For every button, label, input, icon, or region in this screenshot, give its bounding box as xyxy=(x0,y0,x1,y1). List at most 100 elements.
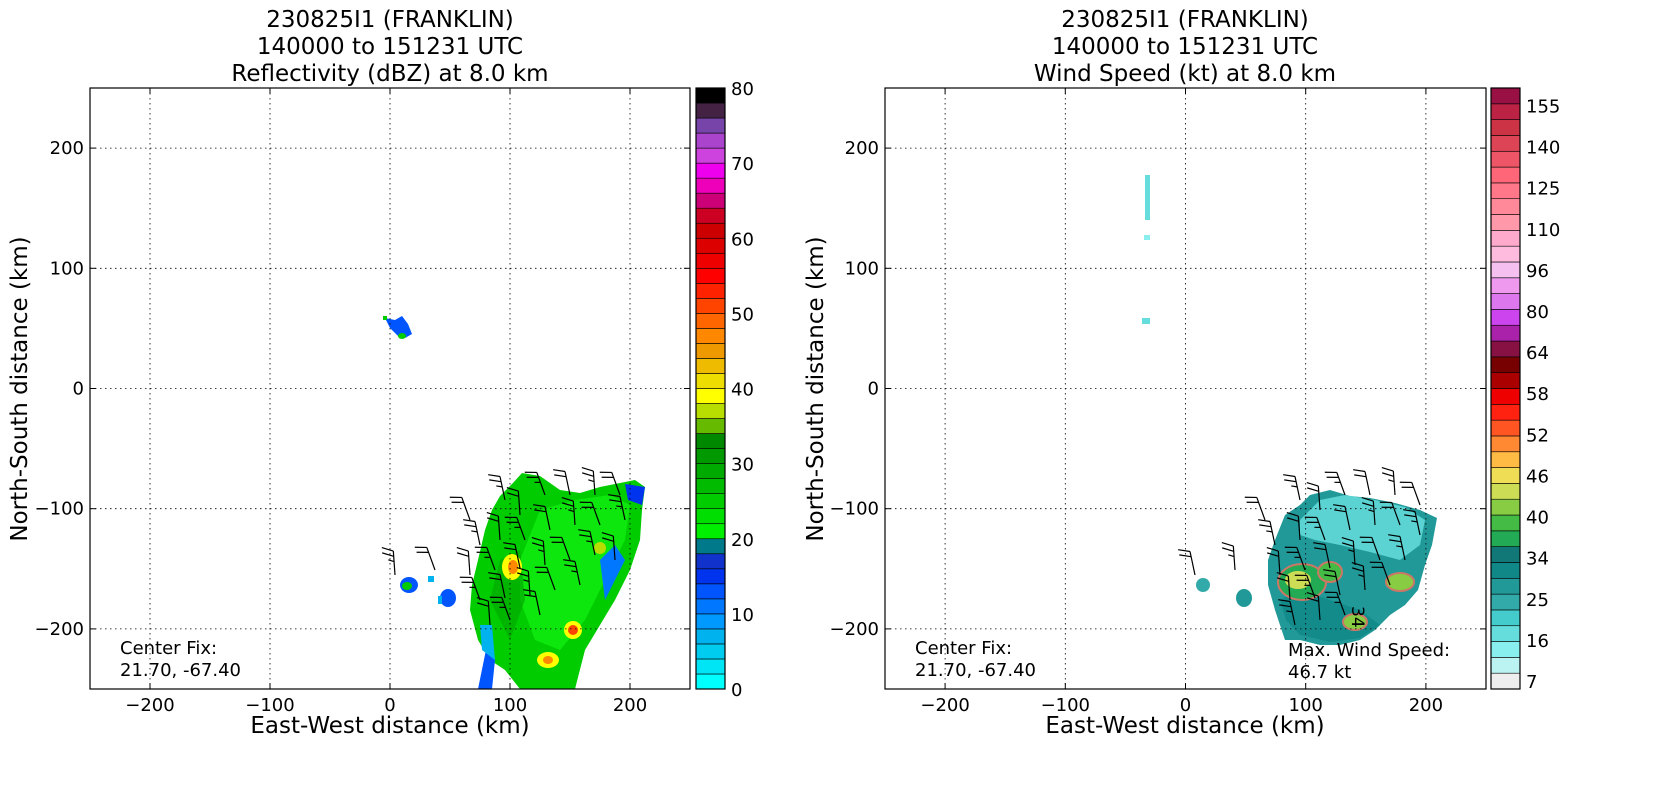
wind-barb-group xyxy=(381,467,626,626)
wind-barb-flag xyxy=(477,602,489,607)
wind-barb-staff xyxy=(1317,486,1321,511)
axis-ticks: −200 −100 0 100 200 −200 −100 0 100 200 xyxy=(35,88,690,716)
wind-barb-staff xyxy=(1296,547,1306,571)
wind-barb-flag xyxy=(532,542,544,547)
wind-barb-staff xyxy=(561,537,571,561)
grid-lines xyxy=(90,88,690,689)
y-tick-label: 200 xyxy=(50,138,84,159)
colorbar-segment xyxy=(695,493,726,509)
x-tick-label: 0 xyxy=(384,695,395,716)
colorbar-frame xyxy=(1490,87,1521,690)
wind-barb-flag xyxy=(1179,554,1192,558)
wind-barb-staff xyxy=(542,541,546,566)
y-tick-label: −200 xyxy=(830,619,879,640)
colorbar-frame xyxy=(695,87,726,690)
colorbar-tick-label: 110 xyxy=(1526,220,1560,241)
colorbar-segment xyxy=(1490,372,1521,389)
echo-core xyxy=(508,560,518,574)
colorbar-segment xyxy=(1490,419,1521,437)
wind-barb-flag xyxy=(616,505,623,508)
colorbar-segment xyxy=(1490,324,1521,342)
wind-barb-flag xyxy=(1404,514,1417,518)
wind-barb-staff xyxy=(544,506,551,531)
wind-barb-staff xyxy=(499,476,506,501)
wind-barb-flag xyxy=(579,534,592,538)
wind-barb-flag xyxy=(1348,549,1355,553)
panel-title-line-2: 140000 to 151231 UTC xyxy=(1052,34,1318,60)
colorbar-segment xyxy=(695,283,726,299)
wind-barb-flag xyxy=(471,530,478,533)
colorbar-tick-label: 50 xyxy=(731,304,754,325)
small-echo-north xyxy=(385,316,412,338)
y-tick-label: 100 xyxy=(50,258,84,279)
y-tick-label: −200 xyxy=(35,619,84,640)
wind-barb-staff xyxy=(574,561,581,586)
colorbar-segment xyxy=(1490,530,1521,547)
x-axis-label: East-West distance (km) xyxy=(1045,713,1324,739)
small-echo-mid xyxy=(440,589,456,607)
colorbar-segment xyxy=(1490,593,1521,611)
wind-barb-flag xyxy=(1382,472,1394,477)
x-tick-label: 200 xyxy=(613,695,647,716)
wind-barb-flag xyxy=(571,570,578,573)
colorbar-tick-label: 125 xyxy=(1526,179,1560,200)
colorbar-segment xyxy=(1490,214,1521,231)
wind-barb-flag xyxy=(1411,520,1418,523)
wind-speck xyxy=(1142,318,1150,324)
axis-ticks: −200 −100 0 100 200 −200 −100 0 100 200 xyxy=(830,88,1486,716)
wind-barb-flag xyxy=(1388,534,1401,538)
colorbar-tick-label: 40 xyxy=(731,380,754,401)
colorbar-segment xyxy=(1490,435,1521,453)
colorbar-segment xyxy=(695,658,726,675)
wind-barb-staff xyxy=(1344,506,1351,531)
wind-barb-staff xyxy=(619,496,626,521)
small-echo-speck xyxy=(428,576,434,582)
colorbar-segment xyxy=(1490,340,1521,358)
colorbar-tick-label: 80 xyxy=(1526,302,1549,323)
reflectivity-echo-layer xyxy=(381,316,645,689)
colorbar-segment xyxy=(695,162,726,179)
wind-barb-flag xyxy=(1228,554,1235,558)
colorbar-segment xyxy=(695,147,726,164)
wind-barb-flag xyxy=(476,597,489,602)
colorbar-tick-label: 52 xyxy=(1526,425,1549,446)
wind-barb-flag xyxy=(1352,567,1364,572)
wind-barb-staff xyxy=(1336,592,1346,616)
colorbar-segment xyxy=(695,628,726,645)
wind-barb-flag xyxy=(1381,467,1394,472)
wind-barb-flag xyxy=(516,567,529,572)
colorbar-segment xyxy=(695,448,726,464)
colorbar-tick-label: 58 xyxy=(1526,384,1549,405)
wind-barb-staff xyxy=(1392,471,1396,496)
wind-barb-staff xyxy=(471,577,481,601)
x-tick-label: 100 xyxy=(1289,695,1323,716)
wind-barb-staff xyxy=(487,601,491,626)
colorbar-segment xyxy=(1490,498,1521,516)
wind-barb-flag xyxy=(1258,519,1271,523)
wind-barb-flag xyxy=(568,509,575,513)
wind-barb-flag xyxy=(1389,539,1402,543)
wind-maximum-area xyxy=(1342,613,1368,631)
colorbar-segment xyxy=(695,673,726,690)
wind-barb-flag xyxy=(1286,512,1299,517)
echo-blue-edge xyxy=(600,545,625,600)
colorbar-segment xyxy=(1490,356,1521,373)
colorbar-segment xyxy=(1490,309,1521,326)
wind-speck xyxy=(1236,589,1252,607)
wind-barb-staff xyxy=(534,591,541,616)
x-tick-label: −100 xyxy=(1041,695,1090,716)
wind-barb-flag xyxy=(561,497,574,502)
colorbar-segment xyxy=(1490,293,1521,310)
colorbar-segment xyxy=(1490,150,1521,168)
wind-barb-staff xyxy=(1289,601,1296,626)
wind-barb-flag xyxy=(582,472,594,477)
wind-barb-flag xyxy=(1307,487,1319,492)
wind-barb-flag xyxy=(1306,482,1319,487)
x-tick-label: 200 xyxy=(1409,695,1443,716)
small-echo-north-dot xyxy=(383,316,387,320)
wind-barb-flag xyxy=(1221,542,1234,547)
wind-barb-flag xyxy=(456,547,469,552)
wind-barb-staff xyxy=(1371,537,1381,561)
wind-barb-flag xyxy=(1266,547,1279,552)
wind-barb-flag xyxy=(1361,497,1374,502)
